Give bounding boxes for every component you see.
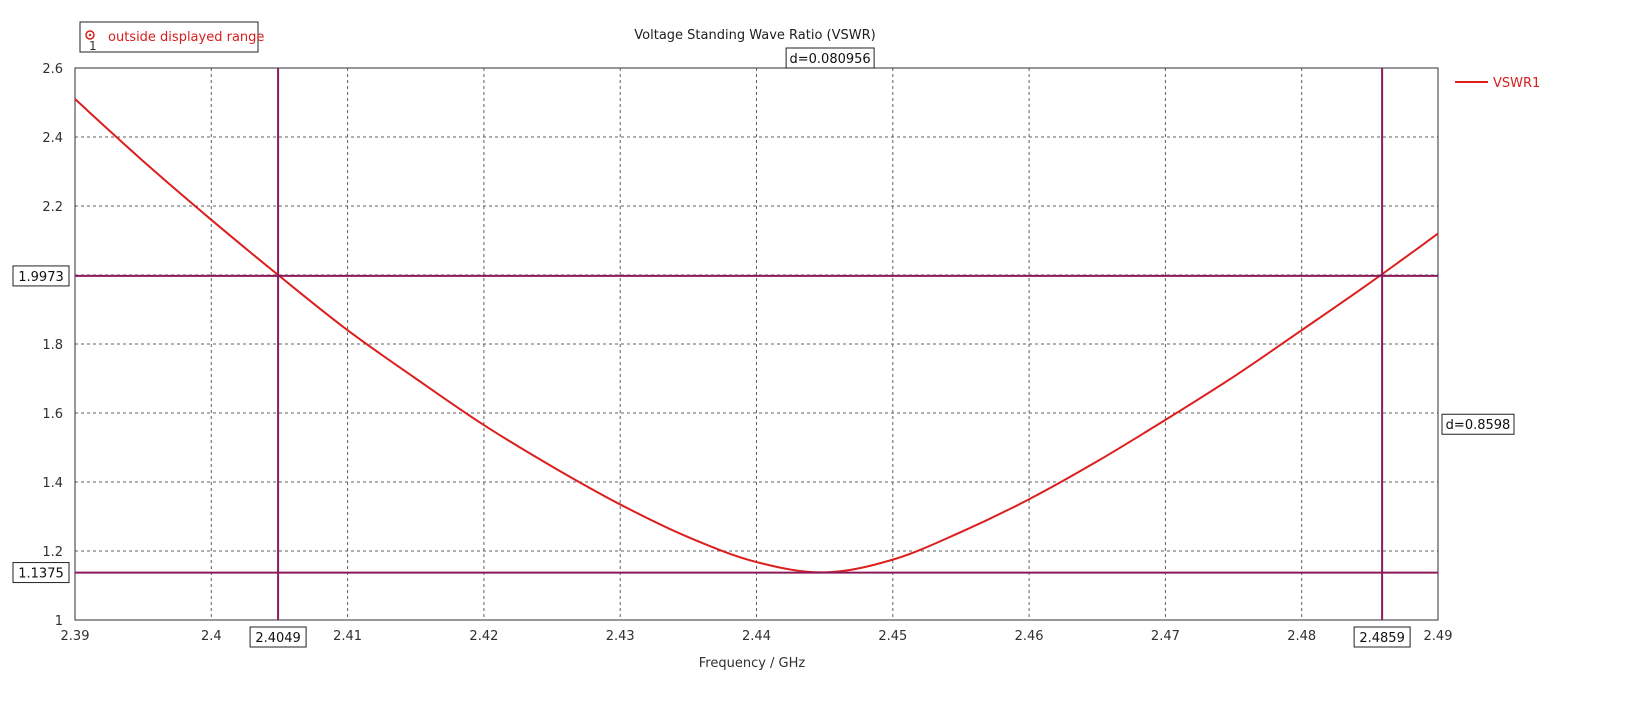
marker-x-value-2-frame <box>1353 626 1411 648</box>
marker-y-value-2[interactable]: 1.1375 <box>12 562 70 584</box>
delta-x-box[interactable]: d=0.080956 <box>785 47 875 69</box>
x-tick-label: 2.47 <box>1151 629 1180 644</box>
marker-y-value-2-frame <box>12 562 70 584</box>
marker-y-value-1-text: 1.9973 <box>18 270 64 285</box>
marker-x-value-2-text: 2.4859 <box>1359 631 1405 646</box>
legend[interactable]: VSWR1 <box>1455 76 1540 91</box>
delta-y-box[interactable]: d=0.8598 <box>1441 413 1515 435</box>
x-axis-label: Frequency / GHz <box>699 656 806 671</box>
marker-y-value-1[interactable]: 1.9973 <box>12 265 70 287</box>
out-of-range-box <box>79 21 259 53</box>
x-tick-label: 2.45 <box>878 629 907 644</box>
marker-symbol-icon <box>85 30 95 40</box>
y-tick-label: 1 <box>55 614 63 629</box>
y-tick-label: 2.6 <box>42 62 63 77</box>
marker-x-value-1-text: 2.4049 <box>255 631 301 646</box>
y-tick-label: 1.6 <box>42 407 63 422</box>
delta-y-box-text: d=0.8598 <box>1446 418 1511 433</box>
vswr1-series-line <box>74 98 1439 574</box>
out-of-range-index: 1 <box>89 39 97 53</box>
x-tick-labels: 2.39 2.4 2.41 2.42 2.43 2.44 2.45 2.46 2.47 2.48 2… <box>61 629 1453 644</box>
marker-value-boxes[interactable]: 2.4049 2.4859 1.9973 1.1375 d=0.080956 d=0.85… <box>12 47 1515 648</box>
x-tick-label: 2.49 <box>1424 629 1453 644</box>
marker-symbol-dot <box>88 33 92 37</box>
grid <box>75 68 1438 620</box>
marker-y-value-2-text: 1.1375 <box>18 567 64 582</box>
x-tick-label: 2.42 <box>469 629 498 644</box>
x-tick-label: 2.4 <box>201 629 222 644</box>
x-tick-label: 2.41 <box>333 629 362 644</box>
y-tick-label: 2.2 <box>42 200 63 215</box>
y-tick-label: 1.2 <box>42 545 63 560</box>
x-tick-label: 2.39 <box>61 629 90 644</box>
y-tick-label: 1.4 <box>42 476 63 491</box>
delta-y-box-frame <box>1441 413 1515 435</box>
marker-x-value-1-frame <box>249 626 307 648</box>
plot-area-frame <box>74 67 1439 621</box>
out-of-range-text: outside displayed range <box>108 30 264 45</box>
y-tick-label: 2.4 <box>42 131 63 146</box>
delta-x-box-text: d=0.080956 <box>790 52 871 67</box>
marker-lines <box>75 68 1438 620</box>
x-tick-label: 2.44 <box>742 629 771 644</box>
y-tick-labels: 11.21.41.61.822.22.42.6 <box>42 62 63 629</box>
x-tick-label: 2.43 <box>606 629 635 644</box>
y-tick-label: 1.8 <box>42 338 63 353</box>
marker-x-value-2[interactable]: 2.4859 <box>1353 626 1411 648</box>
marker-x-value-1[interactable]: 2.4049 <box>249 626 307 648</box>
x-tick-label: 2.48 <box>1287 629 1316 644</box>
chart-title: Voltage Standing Wave Ratio (VSWR) <box>634 28 875 43</box>
x-tick-label: 2.46 <box>1015 629 1044 644</box>
out-of-range-notice[interactable]: 1 outside displayed range <box>79 21 264 53</box>
delta-x-box-frame <box>785 47 875 69</box>
marker-y-value-1-frame <box>12 265 70 287</box>
legend-label-vswr1: VSWR1 <box>1493 76 1540 91</box>
